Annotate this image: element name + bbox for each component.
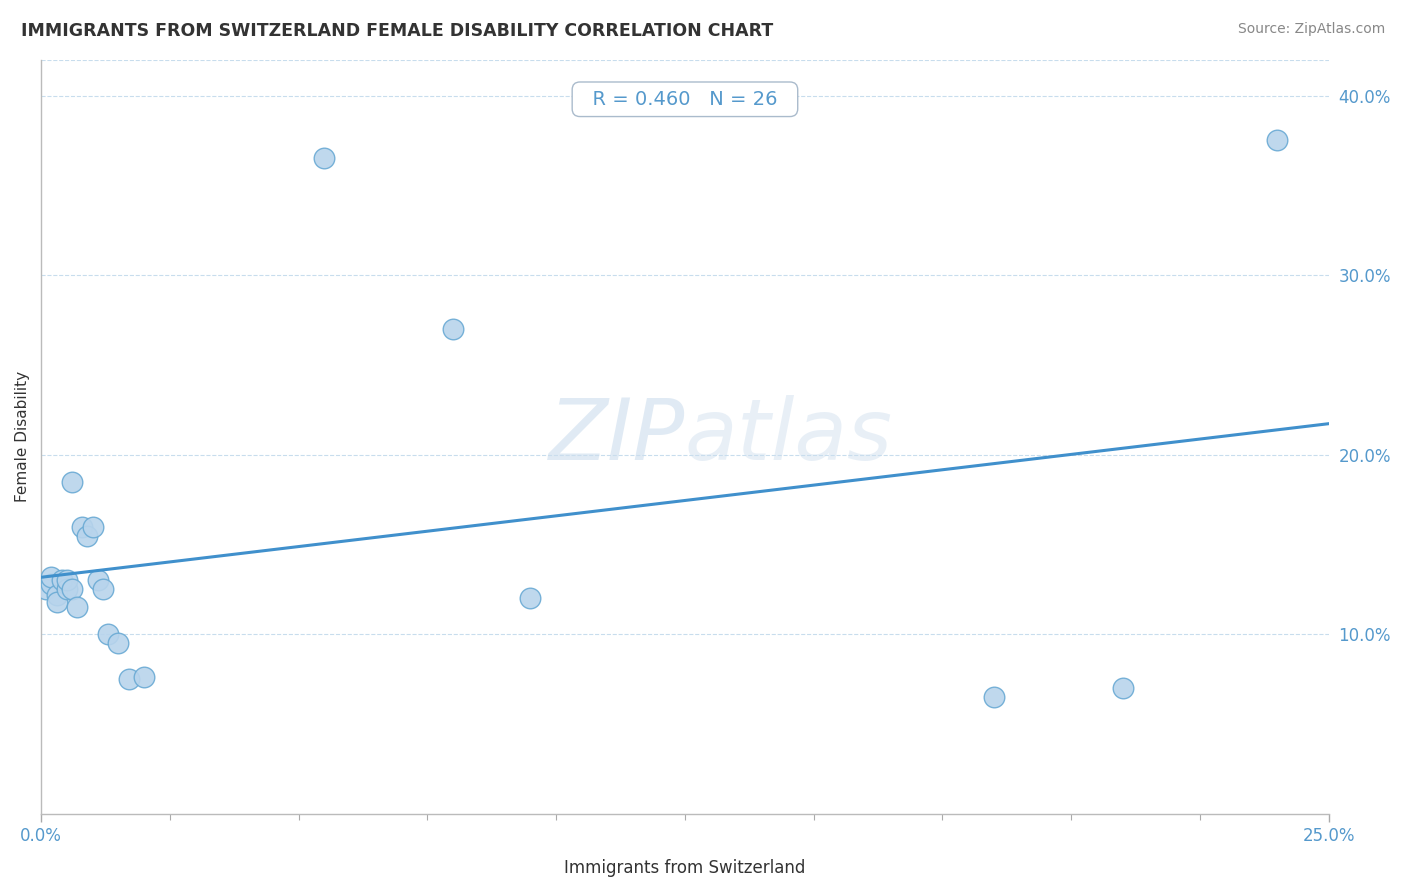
Text: atlas: atlas bbox=[685, 395, 893, 478]
Point bbox=[91, 582, 114, 597]
Point bbox=[87, 574, 110, 588]
Point bbox=[41, 570, 63, 584]
Point bbox=[983, 690, 1005, 705]
Point bbox=[60, 475, 83, 489]
Point bbox=[1112, 681, 1135, 696]
Point bbox=[82, 519, 104, 533]
Text: Source: ZipAtlas.com: Source: ZipAtlas.com bbox=[1237, 22, 1385, 37]
Point bbox=[41, 577, 63, 591]
Point bbox=[66, 600, 89, 615]
Text: R = 0.460   N = 26: R = 0.460 N = 26 bbox=[579, 90, 790, 109]
Point bbox=[97, 627, 120, 641]
Point bbox=[72, 519, 94, 533]
Point bbox=[134, 670, 156, 684]
Point bbox=[56, 574, 79, 588]
Point bbox=[45, 595, 67, 609]
Text: IMMIGRANTS FROM SWITZERLAND FEMALE DISABILITY CORRELATION CHART: IMMIGRANTS FROM SWITZERLAND FEMALE DISAB… bbox=[21, 22, 773, 40]
Point bbox=[441, 322, 464, 336]
Y-axis label: Female Disability: Female Disability bbox=[15, 371, 30, 502]
Text: ZIP: ZIP bbox=[548, 395, 685, 478]
Point bbox=[76, 528, 98, 542]
X-axis label: Immigrants from Switzerland: Immigrants from Switzerland bbox=[564, 859, 806, 877]
Point bbox=[519, 591, 541, 606]
Point bbox=[60, 582, 83, 597]
Point bbox=[314, 152, 336, 166]
Point bbox=[107, 636, 129, 650]
Point bbox=[56, 582, 79, 597]
Point bbox=[35, 582, 58, 597]
Point bbox=[1265, 133, 1288, 147]
Point bbox=[51, 574, 73, 588]
Point bbox=[118, 672, 141, 686]
Point bbox=[45, 588, 67, 602]
